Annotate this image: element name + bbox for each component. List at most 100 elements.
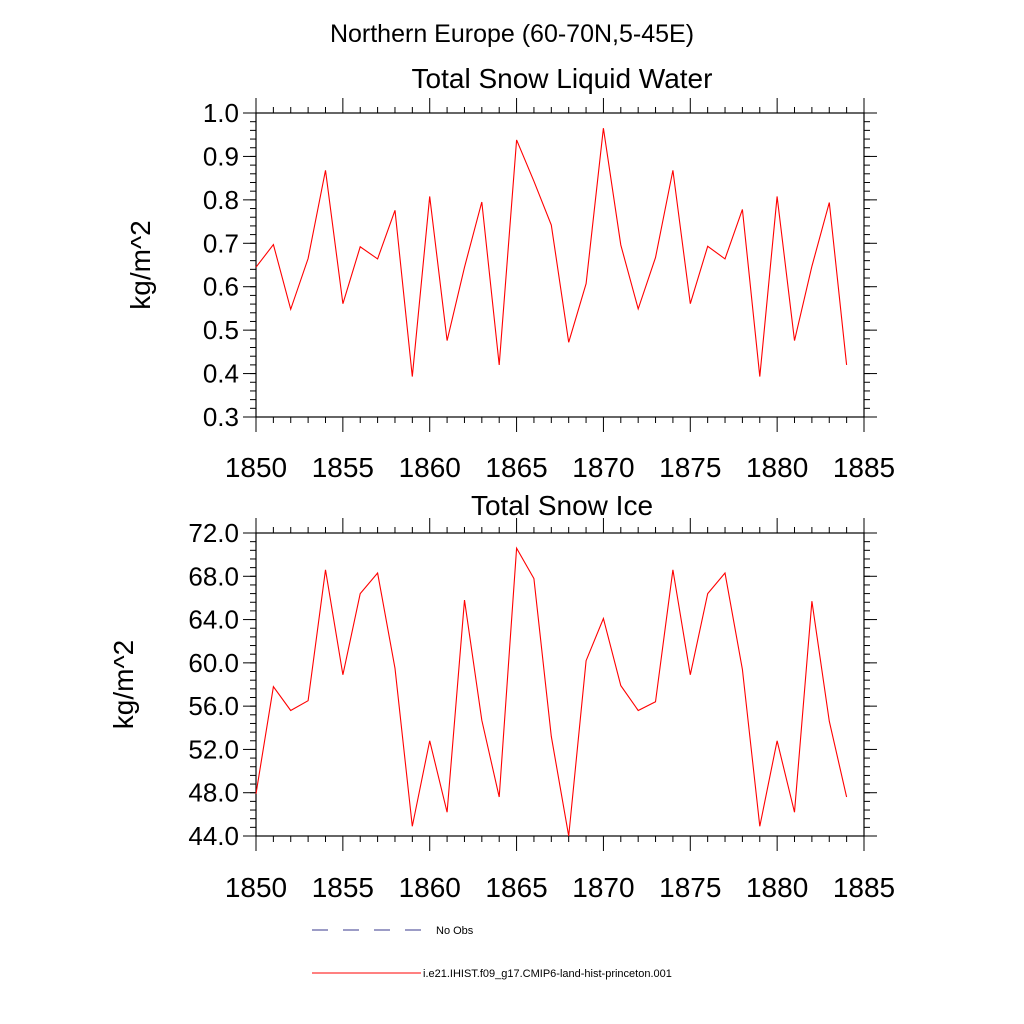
data-point [446, 811, 448, 813]
data-point [828, 720, 830, 722]
data-point [394, 209, 396, 211]
data-point [828, 202, 830, 204]
data-point [307, 700, 309, 702]
y-tick-label: 1.0 [203, 98, 239, 128]
data-point [742, 668, 744, 670]
data-point [742, 209, 744, 211]
data-point [568, 341, 570, 343]
data-point [464, 599, 466, 601]
chart-panels: Total Snow Liquid Water 0.3 0.4 0.5 0.6 0.7 0.… [108, 63, 895, 903]
data-point [620, 685, 622, 687]
data-point [342, 303, 344, 305]
data-point [272, 244, 274, 246]
legend-label: No Obs [436, 925, 474, 937]
x-tick-label: 1880 [746, 872, 808, 903]
data-point [707, 245, 709, 247]
data-point [255, 793, 257, 795]
data-point [290, 308, 292, 310]
data-point [811, 600, 813, 602]
y-tick-label: 72.0 [188, 518, 239, 548]
data-point [325, 169, 327, 171]
y-tick-label: 0.5 [203, 315, 239, 345]
data-point [307, 258, 309, 260]
data-point [481, 201, 483, 203]
series-line [255, 128, 848, 377]
y-tick-label: 0.9 [203, 141, 239, 171]
series-line [255, 546, 848, 837]
data-point [794, 340, 796, 342]
data-point [603, 127, 605, 129]
y-tick-label: 0.7 [203, 228, 239, 258]
data-point [846, 796, 848, 798]
data-point [394, 667, 396, 669]
data-point [776, 740, 778, 742]
x-tick-label: 1850 [225, 452, 287, 483]
data-point [846, 364, 848, 366]
data-point [689, 303, 691, 305]
data-point [585, 660, 587, 662]
chart-title: Total Snow Liquid Water [412, 63, 713, 94]
data-point [290, 710, 292, 712]
y-tick-label: 68.0 [188, 561, 239, 591]
x-tick-label: 1855 [312, 872, 374, 903]
y-tick-label: 0.8 [203, 185, 239, 215]
chart-panel-2: Total Snow Ice 44.0 48.0 52.0 56.0 60.0 64.0 68… [108, 490, 895, 903]
data-point [342, 674, 344, 676]
x-tick-label: 1885 [833, 452, 895, 483]
chart-legend: No Obs i.e21.IHIST.f09_g17.CMIP6-land-his… [312, 925, 672, 980]
data-point [516, 547, 518, 549]
data-point [568, 835, 570, 837]
x-tick-label: 1860 [399, 452, 461, 483]
x-tick-label: 1870 [572, 872, 634, 903]
data-point [446, 340, 448, 342]
data-point [672, 169, 674, 171]
figure-suptitle: Northern Europe (60-70N,5-45E) [330, 20, 694, 48]
data-point [655, 701, 657, 703]
data-point [359, 246, 361, 248]
data-point [672, 569, 674, 571]
x-tick-label: 1855 [312, 452, 374, 483]
data-point [429, 740, 431, 742]
data-point [707, 593, 709, 595]
data-point [724, 258, 726, 260]
data-point [533, 578, 535, 580]
x-tick-label: 1870 [572, 452, 634, 483]
x-tick-label: 1865 [485, 872, 547, 903]
y-tick-label: 0.6 [203, 272, 239, 302]
y-tick-label: 56.0 [188, 691, 239, 721]
data-point [464, 266, 466, 268]
x-tick-label: 1860 [399, 872, 461, 903]
data-point [411, 825, 413, 827]
data-point [776, 195, 778, 197]
data-point [481, 719, 483, 721]
data-point [724, 572, 726, 574]
y-axis-label: kg/m^2 [108, 640, 139, 729]
x-tick-label: 1875 [659, 452, 721, 483]
data-point [794, 811, 796, 813]
y-tick-label: 44.0 [188, 821, 239, 851]
legend-label: i.e21.IHIST.f09_g17.CMIP6-land-hist-prin… [423, 968, 672, 980]
y-tick-label: 64.0 [188, 605, 239, 635]
data-point [377, 572, 379, 574]
y-tick-label: 0.4 [203, 359, 239, 389]
data-point [585, 283, 587, 285]
x-tick-label: 1875 [659, 872, 721, 903]
data-point [759, 376, 761, 378]
data-point [325, 569, 327, 571]
data-point [411, 376, 413, 378]
data-point [811, 265, 813, 267]
y-tick-label: 48.0 [188, 778, 239, 808]
data-point [533, 180, 535, 182]
plot-frame [255, 532, 865, 837]
data-point [620, 244, 622, 246]
data-point [255, 266, 257, 268]
y-tick-label: 52.0 [188, 734, 239, 764]
chart-panel-1: Total Snow Liquid Water 0.3 0.4 0.5 0.6 0.7 0.… [125, 63, 895, 483]
data-point [516, 139, 518, 141]
data-point [550, 224, 552, 226]
x-tick-label: 1850 [225, 872, 287, 903]
y-tick-label: 0.3 [203, 402, 239, 432]
x-tick-label: 1885 [833, 872, 895, 903]
data-point [498, 364, 500, 366]
